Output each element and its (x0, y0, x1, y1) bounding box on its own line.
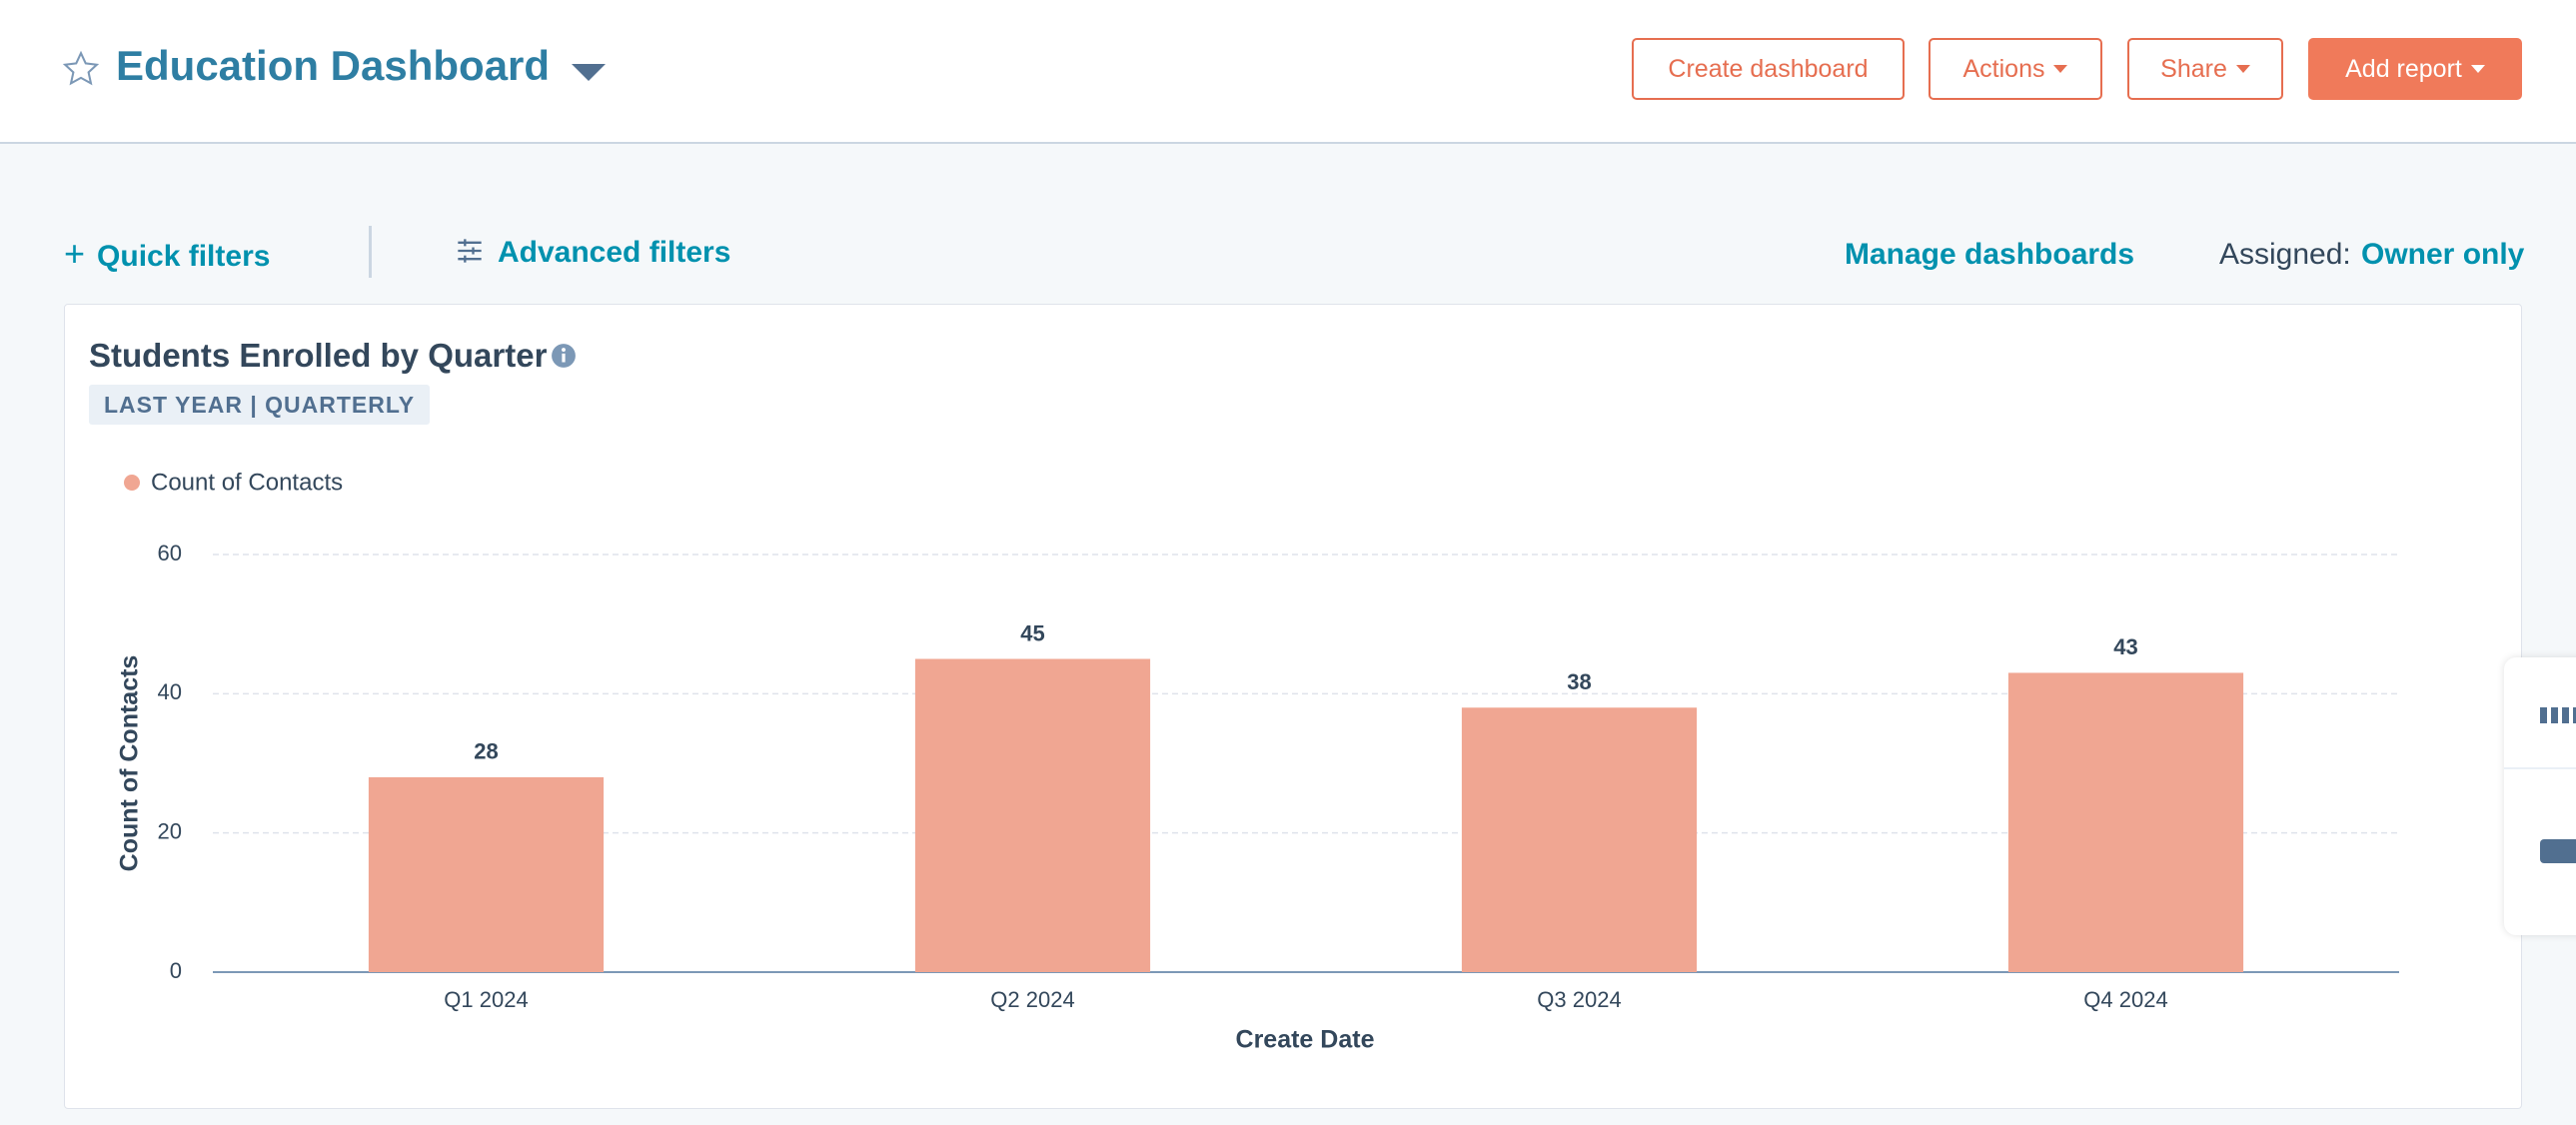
chart: Create Date Count of Contacts Count of C… (116, 469, 2399, 1054)
y-tick-label: 0 (170, 958, 182, 983)
divider (369, 226, 372, 278)
button-label: Share (2160, 54, 2227, 83)
button-label: Actions (1962, 54, 2045, 83)
x-axis-title: Create Date (1236, 1026, 1375, 1054)
legend-marker (124, 475, 140, 491)
bar (1461, 707, 1698, 972)
chat-icon[interactable] (2540, 839, 2576, 863)
button-label: Create dashboard (1668, 54, 1869, 83)
apps-icon[interactable] (2540, 707, 2576, 723)
y-tick-label: 40 (158, 679, 182, 704)
quick-filters-label: Quick filters (97, 240, 271, 273)
manage-dashboards[interactable]: Manage dashboards (1845, 238, 2135, 271)
actions-button[interactable]: Actions (1929, 38, 2102, 100)
assigned-value[interactable]: Owner only (2361, 238, 2525, 271)
bar (914, 658, 1151, 972)
bar (2007, 672, 2244, 972)
data-label: 43 (2113, 634, 2137, 659)
info-icon[interactable] (551, 343, 577, 369)
header: Education Dashboard Create dashboard Act… (0, 0, 2576, 144)
x-tick-label: Q4 2024 (2083, 987, 2167, 1012)
dashboard-title[interactable]: Education Dashboard (116, 42, 551, 89)
x-tick-label: Q1 2024 (444, 987, 528, 1012)
data-label: 45 (1020, 620, 1044, 645)
report-card: Students Enrolled by Quarter LAST YEAR |… (64, 304, 2522, 1109)
legend-label: Count of Contacts (151, 469, 343, 496)
widget-divider (2504, 767, 2576, 769)
y-tick-label: 20 (158, 818, 182, 843)
side-widget (2504, 657, 2576, 935)
data-label: 28 (474, 739, 498, 764)
y-axis-title: Count of Contacts (116, 655, 144, 872)
x-tick-label: Q3 2024 (1537, 987, 1621, 1012)
title-dropdown[interactable] (572, 64, 606, 81)
advanced-filters[interactable]: Advanced filters (498, 236, 731, 269)
date-range-tag: LAST YEAR | QUARTERLY (89, 385, 431, 425)
button-label: Add report (2345, 54, 2462, 83)
data-label: 38 (1567, 669, 1591, 694)
bar (368, 776, 605, 972)
report-title: Students Enrolled by Quarter (89, 337, 577, 375)
share-button[interactable]: Share (2127, 38, 2283, 100)
create-dashboard-button[interactable]: Create dashboard (1632, 38, 1905, 100)
x-tick-label: Q2 2024 (990, 987, 1074, 1012)
quick-filters[interactable]: + Quick filters (64, 233, 271, 274)
y-tick-label: 60 (158, 541, 182, 565)
favorite-star[interactable] (62, 50, 100, 88)
add-report-button[interactable]: Add report (2308, 38, 2522, 100)
assigned-label: Assigned: (2219, 238, 2351, 271)
report-title-text: Students Enrolled by Quarter (89, 337, 548, 374)
filter-icon (458, 239, 482, 263)
